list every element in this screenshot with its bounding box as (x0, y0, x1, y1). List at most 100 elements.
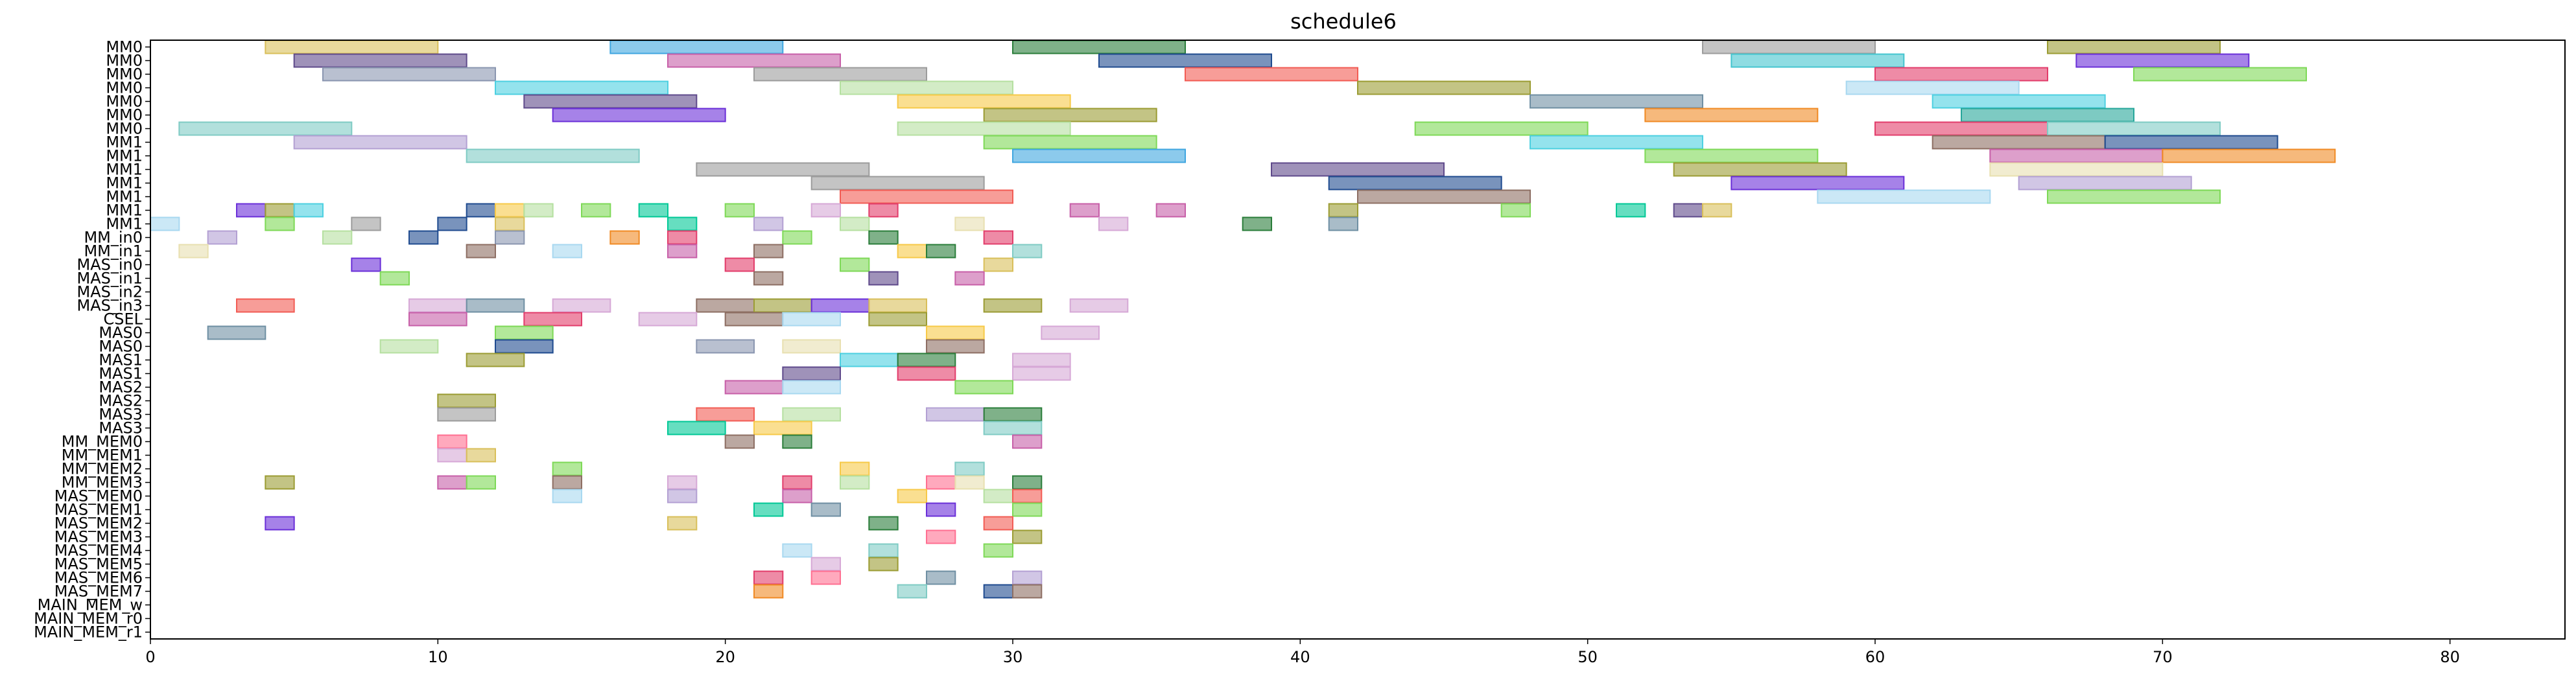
y-tick-label: MAS_MEM7 (54, 583, 143, 601)
task-bar (1702, 40, 1876, 54)
task-bar (1155, 203, 1186, 218)
task-bar (840, 257, 870, 272)
task-bar (265, 203, 295, 218)
task-bar (1500, 203, 1531, 218)
task-bar (954, 380, 1014, 395)
task-bar (897, 584, 927, 599)
y-tick-label: MM_MEM1 (62, 446, 143, 465)
task-bar (954, 216, 985, 231)
task-bar (667, 489, 698, 504)
task-bar (868, 543, 899, 558)
task-bar (753, 298, 812, 313)
task-bar (437, 216, 467, 231)
x-tick-label: 70 (2153, 648, 2173, 666)
task-bar (724, 203, 755, 218)
task-bar (379, 271, 410, 286)
task-bar (954, 461, 985, 476)
x-tick-label: 50 (1578, 648, 1598, 666)
task-bar (1012, 434, 1043, 449)
task-bar (696, 339, 755, 354)
task-bar (954, 475, 985, 490)
task-bar (437, 434, 467, 449)
task-bar (2047, 40, 2221, 54)
x-tick-label: 80 (2440, 648, 2460, 666)
task-bar (236, 203, 266, 218)
y-tick-label: MAS1 (99, 365, 143, 383)
task-bar (753, 570, 784, 585)
task-bar (868, 516, 899, 531)
task-bar (724, 380, 784, 395)
task-bar (552, 244, 583, 259)
y-tick-label: MAS_MEM5 (54, 555, 143, 573)
task-bar (495, 325, 554, 340)
task-bar (408, 298, 467, 313)
task-bar (1357, 189, 1531, 204)
y-tick-label: MAS_in3 (77, 297, 143, 315)
task-bar (1932, 135, 2106, 150)
y-tick-label: MM0 (106, 106, 143, 124)
task-bar (1874, 67, 2048, 82)
task-bar (983, 298, 1043, 313)
task-bar (926, 407, 985, 422)
task-bar (782, 489, 812, 504)
x-tick-label: 10 (428, 648, 448, 666)
task-bar (437, 407, 496, 422)
task-bar (408, 230, 439, 245)
y-tick-label: MAIN_MEM_r0 (34, 610, 143, 628)
task-bar (379, 339, 439, 354)
task-bar (1845, 80, 2020, 95)
task-bar (265, 216, 295, 231)
task-bar (1644, 108, 1819, 122)
task-bar (236, 298, 295, 313)
y-tick-label: MM0 (106, 79, 143, 97)
task-bar (1012, 570, 1043, 585)
task-bar (724, 257, 755, 272)
task-bar (609, 40, 784, 54)
task-bar (437, 448, 467, 463)
task-bar (581, 203, 611, 218)
task-bar (265, 475, 295, 490)
task-bar (1242, 216, 1272, 231)
x-tick-label: 0 (145, 648, 155, 666)
task-bar (840, 461, 870, 476)
task-bar (552, 461, 583, 476)
task-bar (1012, 584, 1043, 599)
task-bar (466, 448, 497, 463)
task-bar (1069, 298, 1129, 313)
task-bar (926, 244, 956, 259)
task-bar (552, 475, 583, 490)
task-bar (782, 475, 812, 490)
task-bar (897, 489, 927, 504)
task-bar (1357, 80, 1531, 95)
task-bar (1012, 529, 1043, 544)
task-bar (523, 312, 582, 327)
y-tick-label: MAS0 (99, 338, 143, 356)
task-bar (437, 475, 467, 490)
y-tick-label: MM1 (106, 161, 143, 179)
task-bar (926, 475, 956, 490)
task-bar (897, 121, 1071, 136)
y-tick-label: MM0 (106, 65, 143, 84)
y-tick-label: MM0 (106, 120, 143, 138)
task-bar (1644, 148, 1819, 163)
task-bar (782, 407, 842, 422)
task-bar (1012, 353, 1071, 367)
task-bar (1932, 94, 2106, 109)
task-bar (1673, 162, 1847, 177)
task-bar (207, 325, 266, 340)
task-bar (495, 230, 525, 245)
task-bar (897, 353, 956, 367)
task-bar (810, 298, 870, 313)
task-bar (265, 40, 439, 54)
task-bar (667, 475, 698, 490)
task-bar (753, 271, 784, 286)
task-bar (724, 434, 755, 449)
y-tick-label: MAIN_MEM_r1 (34, 623, 143, 642)
task-bar (466, 203, 497, 218)
task-bar (2047, 189, 2221, 204)
task-bar (696, 162, 870, 177)
task-bar (1874, 121, 2048, 136)
task-bar (1012, 502, 1043, 517)
task-bar (840, 189, 1013, 204)
task-bar (782, 312, 842, 327)
